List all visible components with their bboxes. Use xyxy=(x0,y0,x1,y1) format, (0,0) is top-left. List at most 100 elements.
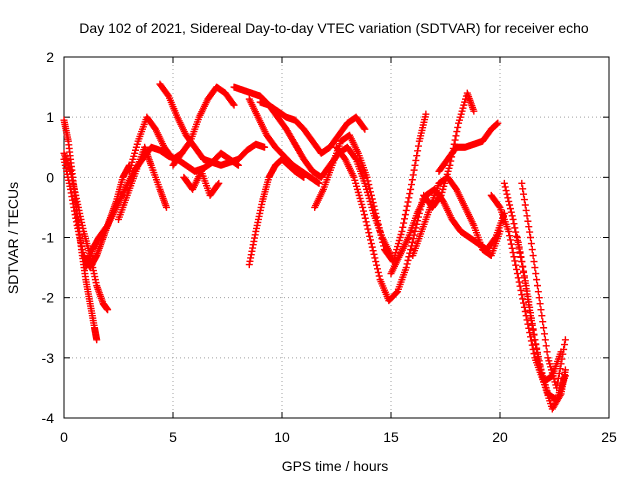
data-point xyxy=(535,294,543,302)
data-series xyxy=(409,173,504,260)
data-point xyxy=(508,244,516,252)
data-point xyxy=(403,260,411,268)
data-point xyxy=(414,142,422,150)
x-axis-label: GPS time / hours xyxy=(282,458,389,474)
data-point xyxy=(363,221,371,229)
data-point xyxy=(523,287,531,295)
data-point xyxy=(363,173,371,181)
data-point xyxy=(505,227,513,235)
data-point xyxy=(401,211,409,219)
data-point xyxy=(522,282,530,290)
x-tick-label: 5 xyxy=(169,429,177,445)
data-point xyxy=(360,124,368,132)
data-point xyxy=(522,206,530,214)
data-point xyxy=(520,272,528,280)
data-point xyxy=(408,176,416,184)
data-point xyxy=(540,330,548,338)
data-point xyxy=(559,350,567,358)
data-point xyxy=(534,288,542,296)
data-point xyxy=(398,227,406,235)
data-point xyxy=(359,203,367,211)
data-point xyxy=(529,252,537,260)
data-point xyxy=(515,278,523,286)
data-point xyxy=(412,156,420,164)
data-point xyxy=(379,238,387,246)
data-point xyxy=(506,201,514,209)
data-point xyxy=(509,215,517,223)
data-point xyxy=(215,179,223,187)
data-point xyxy=(532,270,540,278)
data-point xyxy=(507,240,515,248)
data-series xyxy=(115,143,170,223)
data-point xyxy=(520,196,528,204)
data-point xyxy=(554,379,562,387)
data-point xyxy=(368,195,376,203)
data-point xyxy=(558,355,566,363)
data-point xyxy=(508,212,516,220)
data-point xyxy=(229,100,237,108)
data-point xyxy=(525,298,533,306)
axis-ticks xyxy=(63,56,610,419)
data-point xyxy=(526,303,534,311)
data-series xyxy=(311,110,430,266)
data-point xyxy=(524,292,532,300)
data-point xyxy=(366,184,374,192)
data-point xyxy=(261,143,269,151)
data-point xyxy=(518,179,526,187)
data-point xyxy=(536,300,544,308)
x-tick-label: 15 xyxy=(383,429,399,445)
data-point xyxy=(364,177,372,185)
data-point xyxy=(454,123,462,131)
data-point xyxy=(405,253,413,261)
chart-title: Day 102 of 2021, Sidereal Day-to-day VTE… xyxy=(79,20,589,36)
data-point xyxy=(520,299,528,307)
data-point xyxy=(528,320,536,328)
data-point xyxy=(531,264,539,272)
data-point xyxy=(538,312,546,320)
data-series xyxy=(256,98,369,157)
data-point xyxy=(364,225,372,233)
data-point xyxy=(162,203,170,211)
x-tick-label: 20 xyxy=(492,429,508,445)
data-point xyxy=(367,240,375,248)
data-point xyxy=(365,181,373,189)
data-point xyxy=(496,227,504,235)
data-point xyxy=(367,191,375,199)
x-tick-labels: 0 5 10 15 20 25 xyxy=(60,429,617,445)
data-point xyxy=(502,187,510,195)
data-point xyxy=(513,234,521,241)
data-point xyxy=(372,209,380,217)
data-point xyxy=(512,261,520,269)
data-point xyxy=(527,337,535,345)
data-point xyxy=(374,268,382,276)
data-point xyxy=(402,264,410,272)
data-point xyxy=(414,147,422,155)
data-point xyxy=(362,218,370,226)
data-point xyxy=(519,262,527,270)
data-point xyxy=(520,267,528,275)
data-point xyxy=(530,330,538,338)
data-point xyxy=(369,199,377,207)
data-point xyxy=(506,205,514,213)
data-point xyxy=(315,179,323,187)
data-point xyxy=(413,220,421,228)
data-point xyxy=(554,374,562,382)
y-tick-label: -2 xyxy=(42,290,55,306)
data-point xyxy=(401,215,409,223)
data-point xyxy=(542,342,550,350)
data-point xyxy=(529,325,537,333)
data-point xyxy=(561,366,569,374)
data-point xyxy=(509,249,517,257)
data-point xyxy=(561,336,569,344)
data-point xyxy=(532,340,540,348)
data-point xyxy=(503,190,511,198)
data-point xyxy=(539,318,547,326)
data-point xyxy=(368,243,376,251)
data-point xyxy=(371,206,379,214)
data-point xyxy=(506,236,514,244)
data-point xyxy=(530,258,538,266)
data-point xyxy=(561,341,569,349)
data-point xyxy=(376,227,384,235)
data-point xyxy=(360,207,368,215)
